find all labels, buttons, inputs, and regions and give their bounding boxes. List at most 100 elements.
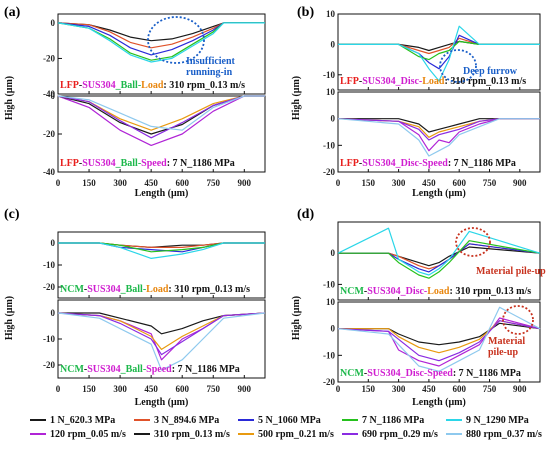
caption-segment: _Disc- xyxy=(400,368,428,379)
subplot-top: 0 -10 -20 NCM-SUS304_Ball-Load: 310 rpm_0.1… xyxy=(43,231,266,299)
panel-b: (b)High (μm)100-10LFP-SUS304_Disc-Load: … xyxy=(291,5,541,199)
legend-label-120: 120 rpm_0.05 m/s xyxy=(50,429,126,440)
series-line-310 xyxy=(338,118,540,133)
x-tick-label: 0 xyxy=(336,178,341,188)
annotation-ellipse xyxy=(455,227,491,257)
x-tick-label: 300 xyxy=(113,178,127,188)
x-tick-label: 750 xyxy=(483,384,497,394)
annotation-text: running-in xyxy=(186,67,233,78)
caption-segment: : 310 rpm_0.13 m/s xyxy=(163,80,245,91)
annotation-ellipse xyxy=(502,305,534,335)
caption-segment: Speed xyxy=(427,368,453,379)
series-line-120 xyxy=(337,118,540,152)
caption-segment: - xyxy=(79,158,82,169)
panel-label: (c) xyxy=(4,207,20,222)
caption-segment: NCM xyxy=(60,284,84,295)
caption-segment: LFP xyxy=(60,158,79,169)
series-line-310 xyxy=(58,312,266,335)
x-tick-label: 0 xyxy=(56,384,61,394)
x-axis-label: Length (μm) xyxy=(135,188,189,199)
x-axis-label: Length (μm) xyxy=(412,188,466,199)
annotation-text: Deep furrow xyxy=(463,66,518,77)
x-tick-label: 600 xyxy=(175,178,189,188)
caption-segment: SUS304 xyxy=(362,76,395,87)
series-line-1N xyxy=(58,242,265,248)
subplot-caption: NCM-SUS304_Disc-Speed: 7 N_1186 MPa xyxy=(340,368,521,379)
legend-label-3N: 3 N_894.6 MPa xyxy=(154,415,219,426)
annotation-text: Material pile-up xyxy=(476,266,546,277)
series-line-3N xyxy=(338,37,540,55)
x-tick-label: 600 xyxy=(175,384,189,394)
panel-c: (c)High (μm)0-10-20 NCM-SUS304_Ball-Load:… xyxy=(4,207,266,408)
plot-frame xyxy=(57,13,266,95)
series-line-1N xyxy=(338,40,540,52)
x-tick-label: 750 xyxy=(207,178,221,188)
series-line-880 xyxy=(57,312,266,371)
x-tick-label: 0 xyxy=(336,384,341,394)
y-tick-label: -10 xyxy=(43,334,55,344)
y-axis-label: High (μm) xyxy=(291,76,302,120)
y-tick-label: 0 xyxy=(51,238,56,248)
y-tick-label: 10 xyxy=(326,87,336,97)
caption-segment: - xyxy=(359,76,362,87)
x-tick-label: 900 xyxy=(238,384,252,394)
caption-segment: Speed xyxy=(146,364,172,375)
x-axis-label: Length (μm) xyxy=(135,397,189,408)
x-tick-label: 750 xyxy=(483,178,497,188)
caption-segment: SUS304 xyxy=(367,368,400,379)
x-tick-label: 450 xyxy=(422,384,436,394)
panel-label: (a) xyxy=(4,5,21,20)
caption-segment: SUS304 xyxy=(362,158,395,169)
legend-label-7N: 7 N_1186 MPa xyxy=(362,415,424,426)
caption-segment: : 310 rpm_0.13 m/s xyxy=(450,286,532,297)
x-tick-label: 0 xyxy=(56,178,61,188)
legend-label-500: 500 rpm_0.21 m/s xyxy=(258,429,334,440)
series-line-9N xyxy=(57,22,265,63)
legend-label-1N: 1 N_620.3 MPa xyxy=(50,415,115,426)
x-tick-label: 450 xyxy=(144,178,158,188)
annotation-ellipse xyxy=(147,16,205,64)
series-line-9N xyxy=(58,242,265,259)
legend-label-690: 690 rpm_0.29 m/s xyxy=(362,429,438,440)
series-line-9N xyxy=(338,25,540,82)
x-tick-label: 150 xyxy=(82,178,96,188)
series-line-500 xyxy=(338,320,541,354)
subplot-caption: LFP-SUS304_Disc-Load: 310 rpm_0.13 m/s xyxy=(340,76,526,87)
y-tick-label: 0 xyxy=(331,324,336,334)
subplot-bottom: 10 0 -10 -20 LFP-SUS304_Disc-Speed: 7 N_1186… xyxy=(323,87,541,177)
series-line-5N xyxy=(338,34,540,70)
y-tick-label: -10 xyxy=(323,279,335,289)
caption-segment: Load xyxy=(141,80,164,91)
y-tick-label: -10 xyxy=(43,260,55,270)
annotation-ellipse xyxy=(439,49,477,83)
caption-segment: NCM xyxy=(60,364,84,375)
caption-segment: NCM xyxy=(340,286,364,297)
caption-segment: : 7 N_1186 MPa xyxy=(167,158,235,169)
series-line-690 xyxy=(337,118,540,141)
y-tick-label: 10 xyxy=(326,9,336,19)
caption-segment: _Ball- xyxy=(115,80,142,91)
caption-segment: Load xyxy=(146,284,169,295)
series-line-880 xyxy=(337,118,540,157)
x-tick-label: 750 xyxy=(207,384,221,394)
subplot-top: 0 -10 NCM-SUS304_Disc-Load: 310 rpm_0.13 m… xyxy=(323,221,546,301)
caption-segment: : 310 rpm_0.13 m/s xyxy=(168,284,250,295)
y-tick-label: 0 xyxy=(51,91,56,101)
caption-segment: : 7 N_1186 MPa xyxy=(453,368,521,379)
subplot-bottom: 0 -20 -40 LFP-SUS304_Ball-Speed: 7 N_1186 M… xyxy=(43,91,266,177)
subplot-caption: NCM-SUS304_Ball-Load: 310 rpm_0.13 m/s xyxy=(60,284,250,295)
legend-label-880: 880 rpm_0.37 m/s xyxy=(466,429,542,440)
caption-segment: Load xyxy=(422,76,445,87)
caption-segment: - xyxy=(364,286,367,297)
caption-segment: LFP xyxy=(60,80,79,91)
subplot-bottom: 0 -10 -20 NCM-SUS304_Ball-Speed: 7 N_1186 M… xyxy=(43,299,266,379)
caption-segment: - xyxy=(364,368,367,379)
caption-segment: LFP xyxy=(340,158,359,169)
subplot-bottom: 10 0 -10 -20 NCM-SUS304_Disc-Speed: 7 N_1186… xyxy=(323,297,541,387)
plot-frame xyxy=(337,221,541,301)
subplot-caption: NCM-SUS304_Ball-Speed: 7 N_1186 MPa xyxy=(60,364,240,375)
series-line-880 xyxy=(337,306,541,372)
series-line-5N xyxy=(338,243,541,273)
